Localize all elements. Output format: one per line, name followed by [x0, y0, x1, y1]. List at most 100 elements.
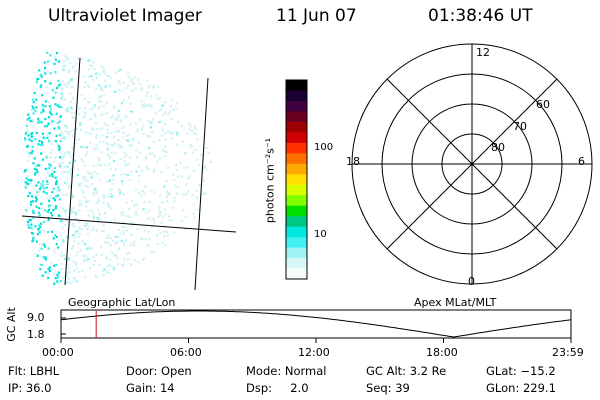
emission-pixel [153, 168, 156, 171]
emission-pixel [115, 118, 118, 122]
emission-pixel [49, 112, 53, 115]
emission-pixel [180, 220, 183, 223]
emission-pixel [142, 208, 145, 211]
emission-pixel [54, 156, 57, 159]
emission-pixel [24, 138, 27, 141]
emission-pixel [67, 57, 71, 60]
emission-pixel [58, 148, 61, 151]
emission-pixel [40, 247, 43, 250]
emission-pixel [59, 151, 62, 154]
filter-status: Flt: LBHL [8, 364, 60, 378]
emission-pixel [66, 271, 69, 274]
emission-pixel [205, 147, 208, 150]
emission-pixel [123, 159, 126, 162]
emission-pixel [26, 175, 29, 178]
emission-pixel [41, 94, 44, 97]
emission-pixel [132, 137, 135, 140]
emission-pixel [137, 141, 140, 144]
emission-pixel [138, 174, 141, 177]
emission-pixel [130, 79, 133, 82]
emission-pixel [78, 204, 81, 207]
emission-pixel [87, 171, 90, 174]
emission-pixel [139, 191, 142, 194]
emission-pixel [30, 139, 33, 142]
emission-pixel [134, 76, 137, 79]
emission-pixel [85, 179, 88, 182]
emission-pixel [145, 211, 148, 214]
altitude-curve [60, 310, 572, 338]
emission-pixel [121, 136, 124, 139]
colorbar-band [286, 132, 307, 144]
emission-pixel [30, 226, 33, 230]
emission-pixel [51, 175, 54, 178]
emission-pixel [25, 124, 28, 127]
emission-pixel [121, 225, 124, 228]
emission-pixel [81, 203, 84, 206]
emission-pixel [120, 127, 123, 130]
emission-pixel [133, 244, 136, 247]
emission-pixel [66, 131, 70, 134]
emission-pixel [40, 182, 43, 185]
emission-pixel [146, 168, 150, 171]
emission-pixel [46, 136, 49, 139]
emission-pixel [203, 165, 206, 168]
emission-pixel [34, 137, 37, 141]
emission-pixel [35, 131, 38, 135]
emission-pixel [91, 129, 94, 132]
emission-pixel [99, 113, 103, 116]
emission-pixel [87, 101, 90, 104]
gain-status: Gain: 14 [126, 381, 175, 395]
emission-pixel [69, 101, 72, 104]
emission-pixel [104, 163, 107, 167]
emission-pixel [115, 235, 118, 238]
emission-pixel [40, 84, 43, 87]
emission-pixel [50, 173, 53, 176]
emission-pixel [164, 111, 167, 114]
emission-pixel [174, 184, 177, 187]
emission-pixel [31, 240, 34, 243]
emission-pixel [44, 72, 47, 75]
emission-pixel [170, 99, 173, 102]
emission-pixel [103, 122, 106, 125]
emission-pixel [58, 105, 61, 108]
emission-pixel [103, 268, 106, 271]
emission-pixel [75, 217, 78, 220]
emission-pixel [61, 161, 64, 164]
emission-pixel [39, 186, 42, 189]
emission-pixel [150, 95, 153, 98]
emission-pixel [65, 281, 68, 284]
emission-pixel [124, 215, 127, 218]
emission-pixel [34, 109, 37, 112]
emission-pixel [51, 120, 54, 123]
emission-pixel [42, 256, 45, 259]
emission-pixel [194, 127, 197, 130]
emission-pixel [112, 239, 115, 242]
emission-pixel [120, 180, 124, 183]
lat-label-60: 60 [536, 98, 550, 111]
emission-pixel [93, 148, 96, 151]
emission-pixel [122, 131, 125, 134]
emission-pixel [63, 136, 66, 139]
emission-pixel [128, 178, 131, 181]
emission-pixel [129, 215, 132, 218]
emission-pixel [49, 108, 52, 111]
emission-pixel [127, 215, 130, 218]
emission-pixel [101, 127, 104, 130]
emission-pixel [53, 127, 56, 130]
emission-pixel [163, 185, 166, 188]
emission-pixel [112, 174, 115, 177]
emission-pixel [167, 192, 170, 195]
emission-pixel [134, 213, 137, 216]
emission-pixel [56, 143, 59, 146]
emission-pixel [45, 176, 48, 179]
emission-pixel [72, 245, 75, 248]
emission-pixel [70, 85, 73, 88]
emission-pixel [144, 185, 147, 188]
emission-pixel [34, 196, 37, 199]
emission-pixel [24, 169, 27, 172]
emission-pixel [122, 232, 125, 235]
emission-pixel [28, 219, 31, 222]
emission-pixel [71, 134, 74, 138]
emission-pixel [148, 209, 151, 212]
orbit-axis-label: GC Alt [4, 307, 18, 342]
